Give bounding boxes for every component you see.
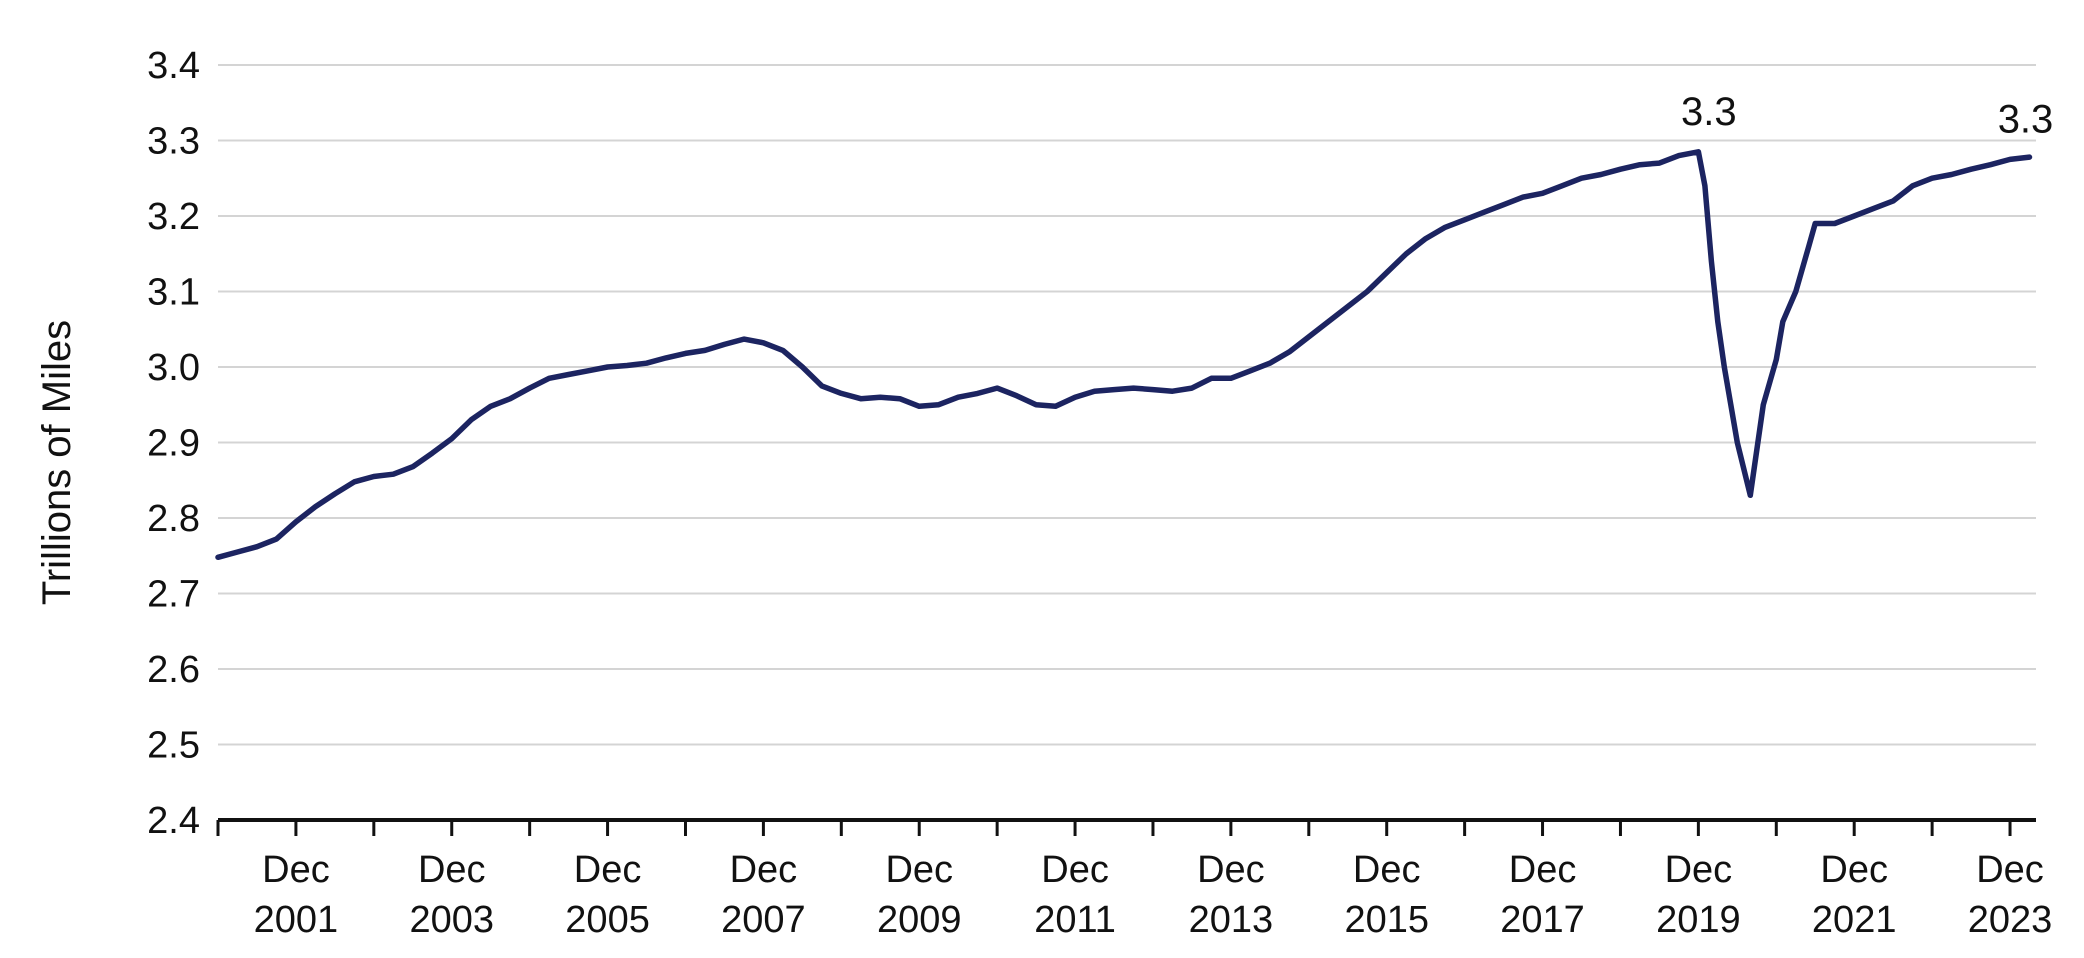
x-tick-label-year: 2017 (1500, 899, 1585, 941)
x-tick-label-year: 2009 (877, 899, 962, 941)
y-tick-label: 2.8 (147, 498, 200, 540)
x-tick-labels: Dec 2001 Dec 2003 Dec 2005 Dec 2007 Dec 2009 Dec 20… (254, 849, 2053, 941)
x-tick-label-month: Dec (574, 849, 642, 891)
x-tick-label-year: 2003 (409, 899, 494, 941)
y-axis-title: Trillions of Miles (35, 320, 79, 605)
x-tick-label-year: 2007 (721, 899, 806, 941)
x-tick-label-month: Dec (418, 849, 486, 891)
series-layer (215, 149, 2033, 561)
annotations: 3.3 3.3 (1681, 90, 2053, 142)
y-tick-label: 2.5 (147, 725, 200, 767)
y-tick-label: 3.1 (147, 272, 200, 314)
x-tick-label-month: Dec (1041, 849, 1109, 891)
y-tick-label: 3.2 (147, 196, 200, 238)
x-tick-label-month: Dec (1509, 849, 1577, 891)
y-tick-label: 2.9 (147, 423, 200, 465)
y-tick-label: 3.4 (147, 45, 200, 87)
x-tick-label-month: Dec (1820, 849, 1888, 891)
x-tick-label-month: Dec (1665, 849, 1733, 891)
x-tick-label-year: 2021 (1812, 899, 1897, 941)
y-tick-label: 2.6 (147, 649, 200, 691)
x-tick-label-year: 2013 (1189, 899, 1274, 941)
y-tick-labels: 2.4 2.5 2.6 2.7 2.8 2.9 3.0 3.1 3.2 3.3 3.4 (147, 45, 200, 842)
x-tick-label-month: Dec (730, 849, 798, 891)
x-tick-label-month: Dec (1976, 849, 2044, 891)
x-tick-label-year: 2011 (1034, 899, 1116, 941)
peak-annotation: 3.3 (1681, 90, 1737, 134)
x-tick-label-year: 2019 (1656, 899, 1741, 941)
x-tick-label-year: 2015 (1344, 899, 1429, 941)
series-line (215, 149, 2033, 561)
y-tick-label: 3.0 (147, 347, 200, 389)
y-tick-label: 3.3 (147, 121, 200, 163)
peak-annotation: 3.3 (1998, 97, 2054, 141)
gridlines (218, 64, 2036, 746)
x-tick-label-year: 2001 (254, 899, 339, 941)
x-tick-label-month: Dec (1353, 849, 1421, 891)
x-tick-label-month: Dec (885, 849, 953, 891)
x-tick-label-year: 2005 (565, 899, 650, 941)
x-tick-label-month: Dec (1197, 849, 1265, 891)
x-tick-label-month: Dec (262, 849, 330, 891)
y-tick-label: 2.4 (147, 800, 200, 842)
x-tick-label-year: 2023 (1968, 899, 2053, 941)
x-axis (216, 818, 2036, 836)
y-tick-label: 2.7 (147, 574, 200, 616)
